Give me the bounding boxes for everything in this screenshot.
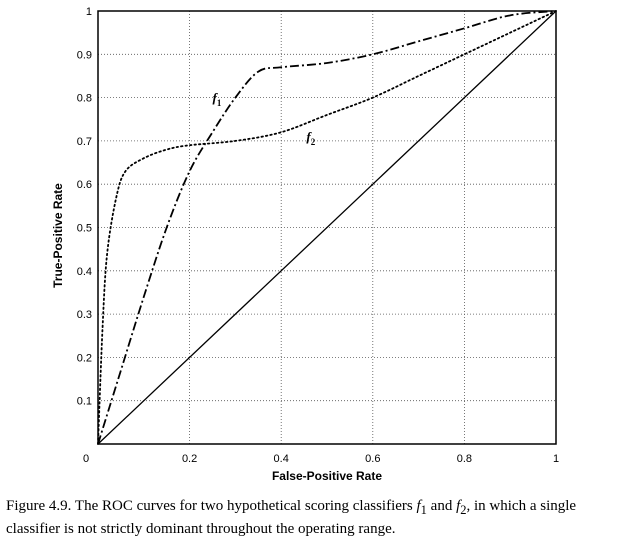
caption-f2: f <box>456 498 461 514</box>
caption-label: Figure 4.9. <box>6 498 72 514</box>
y-tick-labels: 0.1 0.2 0.3 0.4 0.5 0.6 0.7 0.8 0.9 1 <box>77 6 92 408</box>
curve-labels: f1 f2 <box>213 90 316 147</box>
y-tick-label: 0.2 <box>77 352 92 364</box>
roc-chart: 0 0.2 0.4 0.6 0.8 1 0.10.20.30.40.50.60.70.80… <box>51 6 559 483</box>
y-tick-label: 0.3 <box>77 309 92 321</box>
caption-text-before: The ROC curves for two hypothetical scor… <box>74 498 413 514</box>
x-tick-label: 0.8 <box>457 453 472 465</box>
caption-f1: f <box>416 498 421 514</box>
x-tick-label: 0.4 <box>274 453 289 465</box>
caption-f1-sub: 1 <box>420 503 427 517</box>
x-tick-labels: 0 0.2 0.4 0.6 0.8 1 <box>83 453 559 465</box>
curve-label-f1: f1 <box>213 90 222 108</box>
x-tick-label: 0.6 <box>365 453 380 465</box>
figure-caption: Figure 4.9. The ROC curves for two hypot… <box>6 497 611 539</box>
x-axis-label: False-Positive Rate <box>272 469 382 483</box>
curve-label-f2: f2 <box>306 129 315 147</box>
series-line-diagonal <box>97 10 557 445</box>
series-layer <box>97 10 557 445</box>
y-tick-label: 0.1 <box>77 396 92 408</box>
y-tick-label: 1 <box>86 6 92 18</box>
series-line-f2 <box>97 10 557 445</box>
x-tick-label: 0.2 <box>182 453 197 465</box>
y-tick-label: 0.7 <box>77 136 92 148</box>
y-axis-label: True-Positive Rate <box>51 183 65 288</box>
y-tick-label: 0.4 <box>77 266 92 278</box>
grid-lines <box>98 11 556 444</box>
y-tick-label: 0.5 <box>77 223 92 235</box>
x-tick-label: 0 <box>83 453 89 465</box>
caption-text-and: and <box>430 498 453 514</box>
y-tick-label: 0.8 <box>77 93 92 105</box>
series-line-f1 <box>97 10 557 445</box>
y-tick-label: 0.6 <box>77 179 92 191</box>
caption-f2-sub: 2 <box>460 503 467 517</box>
caption-text-after: , in which a single classifier is not st… <box>6 498 577 537</box>
x-tick-label: 1 <box>553 453 559 465</box>
plot-frame <box>97 10 557 445</box>
y-tick-label: 0.9 <box>77 49 92 61</box>
